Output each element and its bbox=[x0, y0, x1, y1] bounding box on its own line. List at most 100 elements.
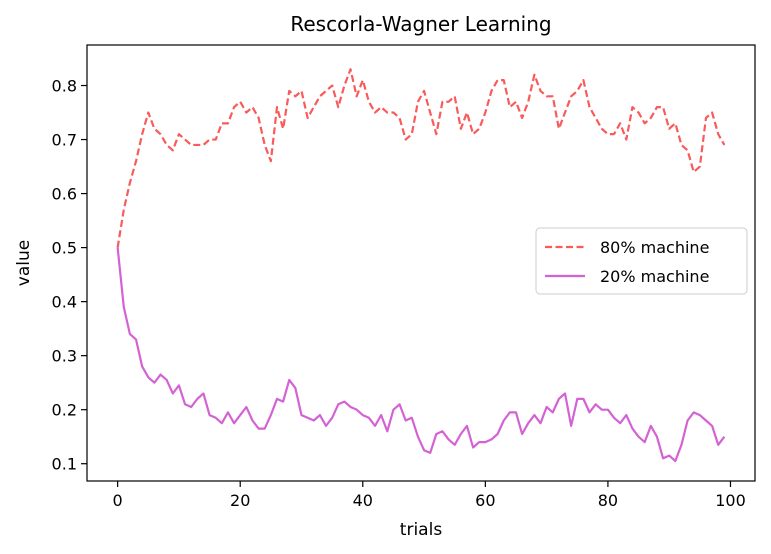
y-tick-label: 0.4 bbox=[52, 293, 77, 312]
series-2-point bbox=[215, 417, 217, 419]
series-1-point bbox=[362, 79, 364, 81]
series-2-point bbox=[680, 444, 682, 446]
series-1-point bbox=[270, 160, 272, 162]
y-tick-label: 0.2 bbox=[52, 401, 77, 420]
series-2-point bbox=[276, 398, 278, 400]
x-axis-label: trials bbox=[400, 520, 443, 540]
series-2-point bbox=[699, 414, 701, 416]
series-1-point bbox=[172, 149, 174, 151]
series-1-point bbox=[454, 95, 456, 97]
series-2-point bbox=[650, 425, 652, 427]
series-1-point bbox=[233, 106, 235, 108]
series-1-point bbox=[153, 128, 155, 130]
series-1-point bbox=[717, 133, 719, 135]
series-1-point bbox=[564, 111, 566, 113]
series-2-point bbox=[325, 425, 327, 427]
series-1-point bbox=[484, 111, 486, 113]
series-1-point bbox=[221, 122, 223, 124]
series-1-point bbox=[582, 79, 584, 81]
series-1-point bbox=[601, 128, 603, 130]
y-tick-label: 0.7 bbox=[52, 131, 77, 150]
series-2-point bbox=[166, 379, 168, 381]
series-2-point bbox=[245, 406, 247, 408]
series-1-point bbox=[613, 133, 615, 135]
series-2-point bbox=[270, 414, 272, 416]
series-1-point bbox=[607, 133, 609, 135]
series-2-point bbox=[447, 438, 449, 440]
series-2-point bbox=[478, 441, 480, 443]
series-1-point bbox=[423, 90, 425, 92]
series-2-point bbox=[227, 411, 229, 413]
series-2-point bbox=[135, 338, 137, 340]
series-2-point bbox=[625, 414, 627, 416]
series-1-point bbox=[631, 106, 633, 108]
series-1-point bbox=[159, 133, 161, 135]
series-1-point bbox=[619, 122, 621, 124]
series-1-point bbox=[588, 106, 590, 108]
series-2-point bbox=[221, 422, 223, 424]
series-1-point bbox=[141, 133, 143, 135]
series-2-point bbox=[178, 384, 180, 386]
legend-label: 80% machine bbox=[600, 238, 709, 257]
series-1-point bbox=[539, 90, 541, 92]
series-2-point bbox=[380, 414, 382, 416]
series-1-point bbox=[411, 133, 413, 135]
series-2-point bbox=[588, 411, 590, 413]
series-2-point bbox=[564, 392, 566, 394]
series-1-point bbox=[656, 106, 658, 108]
series-1-point bbox=[650, 117, 652, 119]
series-1-point bbox=[644, 122, 646, 124]
series-1-point bbox=[515, 101, 517, 103]
series-1-point bbox=[711, 111, 713, 113]
series-2-point bbox=[460, 433, 462, 435]
series-1-point bbox=[307, 117, 309, 119]
series-1-point bbox=[215, 138, 217, 140]
series-1-point bbox=[257, 117, 259, 119]
series-1-point bbox=[595, 117, 597, 119]
x-tick-label: 0 bbox=[113, 491, 123, 510]
plot-area bbox=[116, 68, 726, 463]
series-2-point bbox=[637, 436, 639, 438]
series-2-point bbox=[153, 382, 155, 384]
series-2-point bbox=[307, 417, 309, 419]
series-2-point bbox=[319, 414, 321, 416]
series-2-point bbox=[631, 427, 633, 429]
series-1-point bbox=[288, 90, 290, 92]
series-1-point bbox=[552, 95, 554, 97]
series-1-point bbox=[429, 111, 431, 113]
series-1-point bbox=[294, 95, 296, 97]
series-1-point bbox=[490, 90, 492, 92]
series-1-point bbox=[392, 111, 394, 113]
series-2-point bbox=[288, 379, 290, 381]
series-2-point bbox=[362, 414, 364, 416]
series-1-point bbox=[705, 117, 707, 119]
series-2-point bbox=[196, 398, 198, 400]
series-1-point bbox=[693, 171, 695, 173]
series-1-point bbox=[527, 101, 529, 103]
y-tick-label: 0.5 bbox=[52, 239, 77, 258]
series-2-point bbox=[368, 417, 370, 419]
series-2-point bbox=[656, 436, 658, 438]
series-2-point bbox=[257, 427, 259, 429]
x-tick-label: 20 bbox=[230, 491, 250, 510]
series-1-point bbox=[509, 106, 511, 108]
series-2-point bbox=[190, 406, 192, 408]
series-2-point bbox=[392, 409, 394, 411]
series-1-point bbox=[319, 95, 321, 97]
series-2-point bbox=[411, 417, 413, 419]
y-axis-label: value bbox=[14, 240, 34, 286]
series-1-point bbox=[497, 79, 499, 81]
series-1-point bbox=[417, 101, 419, 103]
series-1-point bbox=[356, 95, 358, 97]
series-1-point bbox=[300, 90, 302, 92]
series-2-point bbox=[668, 455, 670, 457]
series-1-point bbox=[135, 160, 137, 162]
series-2-point bbox=[441, 430, 443, 432]
series-line-2 bbox=[116, 247, 726, 463]
series-1-point bbox=[521, 117, 523, 119]
series-1-point bbox=[441, 101, 443, 103]
series-1-point bbox=[533, 74, 535, 76]
series-2-point bbox=[570, 425, 572, 427]
series-1-point bbox=[349, 68, 351, 70]
series-1-point bbox=[129, 182, 131, 184]
